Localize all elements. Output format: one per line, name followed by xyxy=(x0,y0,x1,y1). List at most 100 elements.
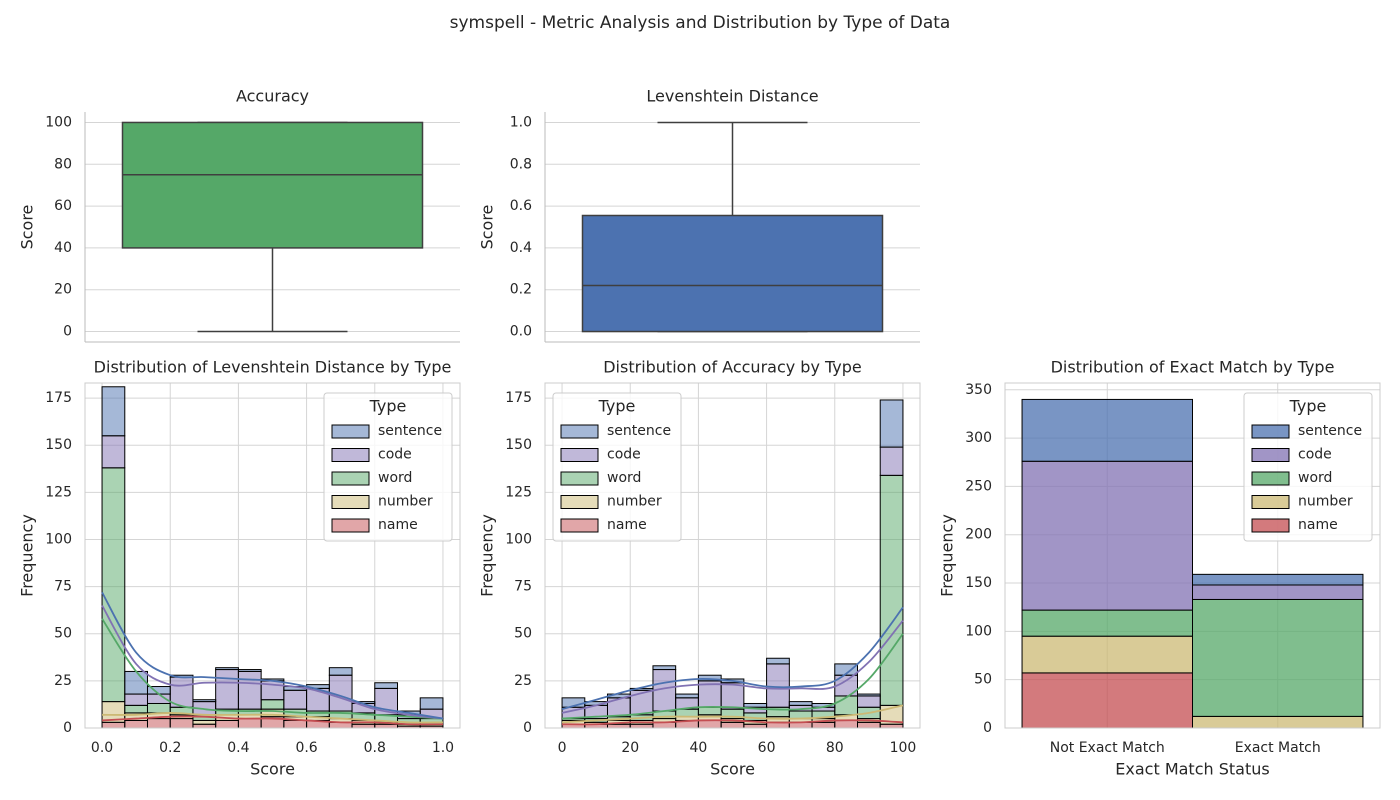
axes-frame xyxy=(544,382,921,729)
y-tick-label: 150 xyxy=(45,437,72,453)
y-tick-label: 60 xyxy=(54,198,72,214)
legend-label: word xyxy=(607,470,641,486)
hist-bar xyxy=(192,719,217,725)
x-axis-label: Score xyxy=(250,760,295,779)
axes-title: Distribution of Accuracy by Type xyxy=(603,358,862,377)
legend-swatch xyxy=(1251,448,1290,462)
kde-line xyxy=(561,704,904,724)
hist-bar xyxy=(857,693,881,697)
hist-bar xyxy=(124,670,148,695)
hist-bar xyxy=(237,670,262,710)
y-tick-label: 40 xyxy=(54,240,72,256)
axes-frame xyxy=(1004,382,1381,729)
legend-title: Type xyxy=(598,397,636,416)
hist-bar xyxy=(215,719,239,729)
y-tick-label: 0.0 xyxy=(510,324,532,340)
hist-bar xyxy=(283,719,308,729)
y-axis-label: Frequency xyxy=(18,514,37,597)
legend-title: Type xyxy=(1289,397,1327,416)
kde-line xyxy=(562,719,904,726)
y-tick-label: 350 xyxy=(965,382,992,398)
hist-bar xyxy=(101,435,126,469)
hist-bar xyxy=(215,669,239,710)
hist-bar xyxy=(879,474,904,706)
legend-swatch xyxy=(560,518,599,533)
legend-label: sentence xyxy=(607,423,671,439)
bar xyxy=(1021,672,1194,729)
axes-title: Levenshtein Distance xyxy=(646,87,818,106)
legend-label: code xyxy=(607,447,641,463)
y-tick-label: 0.8 xyxy=(510,156,532,172)
x-tick-label: 0.0 xyxy=(91,740,113,756)
legend-swatch xyxy=(560,424,599,439)
y-tick-label: 100 xyxy=(45,531,72,547)
axes-title: Accuracy xyxy=(236,87,309,106)
hist-bar xyxy=(124,693,148,706)
hist-bar xyxy=(675,693,699,699)
hist-bar xyxy=(834,663,859,676)
y-axis-label: Score xyxy=(18,205,37,250)
bar xyxy=(1192,598,1364,717)
y-tick-label: 300 xyxy=(965,430,992,446)
hist-bar xyxy=(834,719,859,729)
hist-bar xyxy=(675,708,699,718)
y-tick-label: 150 xyxy=(505,437,532,453)
legend-swatch xyxy=(331,495,370,509)
legend-swatch xyxy=(560,495,599,509)
hist-bar xyxy=(283,689,308,710)
bar xyxy=(1192,573,1364,586)
legend-swatch xyxy=(331,448,370,462)
legend-label: number xyxy=(1298,494,1353,510)
hist-bar xyxy=(879,399,904,448)
bar xyxy=(1021,460,1194,611)
legend-swatch xyxy=(560,448,599,462)
y-tick-label: 100 xyxy=(965,623,992,639)
legend-swatch xyxy=(1251,471,1290,486)
x-tick-label: 0.8 xyxy=(364,740,386,756)
x-tick-label: 0.2 xyxy=(159,740,181,756)
hist-bar xyxy=(419,697,444,710)
hist-bar xyxy=(237,669,262,672)
bar xyxy=(1192,584,1364,600)
x-tick-label: 60 xyxy=(758,740,776,756)
hist-bar xyxy=(351,723,376,729)
kde-line xyxy=(101,591,444,720)
kde-line xyxy=(101,605,444,720)
y-tick-label: 250 xyxy=(965,478,992,494)
y-tick-label: 200 xyxy=(965,527,992,543)
x-tick-label: Exact Match xyxy=(1235,740,1321,756)
x-tick-label: 40 xyxy=(689,740,707,756)
hist-bar xyxy=(606,723,631,729)
hist-bar xyxy=(720,721,745,729)
kde-line xyxy=(101,715,443,726)
figure-title: symspell - Metric Analysis and Distribut… xyxy=(450,13,951,33)
hist-bar xyxy=(766,663,790,708)
hist-bar xyxy=(374,682,399,689)
y-tick-label: 125 xyxy=(505,484,532,500)
y-axis-label: Frequency xyxy=(938,514,957,597)
legend-label: number xyxy=(607,494,662,510)
y-tick-label: 50 xyxy=(974,672,992,688)
y-tick-label: 0 xyxy=(63,324,72,340)
hist-bar xyxy=(857,721,881,729)
x-axis-label: Score xyxy=(710,760,755,779)
y-tick-label: 50 xyxy=(54,626,72,642)
legend-label: word xyxy=(1298,470,1332,486)
hist-bar xyxy=(328,667,353,676)
kde-line xyxy=(102,712,443,724)
y-tick-label: 80 xyxy=(54,156,72,172)
y-tick-label: 0.6 xyxy=(510,198,532,214)
y-tick-label: 100 xyxy=(505,531,532,547)
legend-label: name xyxy=(378,517,418,533)
hist-bar xyxy=(697,706,722,716)
y-tick-label: 0.2 xyxy=(510,282,532,298)
legend-swatch xyxy=(331,471,370,486)
hist-bar xyxy=(101,721,126,729)
hist-bar xyxy=(146,702,171,714)
box xyxy=(581,214,884,333)
x-tick-label: 100 xyxy=(890,740,917,756)
kde-line xyxy=(561,619,904,714)
y-tick-label: 150 xyxy=(965,575,992,591)
